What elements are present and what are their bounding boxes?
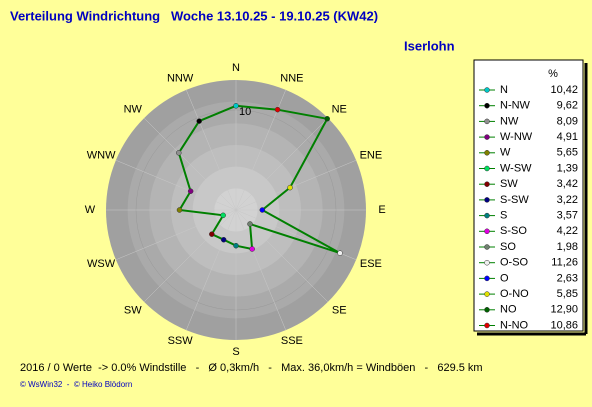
legend-value: 12,90 <box>550 304 578 316</box>
legend-label: O <box>500 272 509 284</box>
direction-label: N <box>232 62 240 74</box>
legend-label: NW <box>500 115 519 127</box>
direction-label: S <box>232 346 239 358</box>
point <box>274 106 281 113</box>
legend-marker <box>484 212 490 219</box>
legend-marker <box>484 134 490 140</box>
point <box>220 212 226 219</box>
direction-label: SE <box>332 304 347 316</box>
point <box>287 184 293 191</box>
direction-label: SSE <box>281 335 303 347</box>
legend-value: 10,86 <box>550 319 578 331</box>
spoke <box>235 117 329 211</box>
spoke <box>115 209 237 260</box>
credit: © WsWin32 - © Heiko Blödorn <box>20 380 132 389</box>
legend-label: W-SW <box>500 162 532 174</box>
legend-value: 5,85 <box>557 288 578 300</box>
legend-value: 3,42 <box>557 178 578 190</box>
legend-label: N-NO <box>500 319 529 331</box>
spoke <box>235 209 286 331</box>
point <box>209 231 215 237</box>
legend-marker <box>484 291 490 297</box>
point <box>259 207 266 213</box>
legend-marker <box>484 87 490 93</box>
legend-marker <box>484 228 490 235</box>
legend-label: S <box>500 210 507 222</box>
direction-label: SW <box>124 304 142 316</box>
legend-value: 8,09 <box>557 115 578 127</box>
legend-label: W <box>500 147 511 159</box>
point <box>247 221 253 227</box>
legend-label: SW <box>500 178 518 190</box>
point <box>176 207 183 213</box>
legend-marker <box>484 102 490 109</box>
spoke <box>186 209 237 331</box>
legend-marker <box>484 307 490 313</box>
direction-label: E <box>378 204 385 216</box>
legend-marker <box>484 181 490 187</box>
point <box>249 246 255 252</box>
legend-marker <box>484 275 490 282</box>
legend-marker <box>484 118 490 125</box>
legend-label: O-NO <box>500 288 529 300</box>
legend-value: 4,22 <box>557 225 578 237</box>
direction-label: NW <box>124 103 143 115</box>
legend-label: N <box>500 84 508 96</box>
legend-marker <box>484 165 490 172</box>
legend-value: 1,98 <box>557 241 578 253</box>
legend-value: 9,62 <box>557 100 578 112</box>
legend-marker <box>484 259 490 266</box>
legend-value: 4,91 <box>557 131 578 143</box>
legend-value: 10,42 <box>550 84 578 96</box>
legend-value: 3,22 <box>557 194 578 206</box>
legend-value: 2,63 <box>557 272 578 284</box>
legend-label: SO <box>500 241 516 253</box>
spoke <box>143 209 237 303</box>
legend-label: N-NW <box>500 100 531 112</box>
legend-label: O-SO <box>500 257 529 269</box>
legend-box <box>473 59 584 332</box>
point <box>324 116 330 122</box>
legend-marker <box>484 150 490 156</box>
legend-label: W-NW <box>500 131 533 143</box>
legend-marker <box>484 197 490 203</box>
r-tick-label: 10 <box>239 106 251 118</box>
legend-label: S-SO <box>500 225 527 237</box>
point <box>233 242 239 249</box>
spoke <box>186 89 237 211</box>
location: Iserlohn <box>404 38 455 53</box>
legend-value: 11,26 <box>551 257 578 269</box>
point <box>220 236 227 243</box>
footer: 2016 / 0 Werte -> 0.0% Windstille - Ø 0,… <box>20 362 483 374</box>
direction-label: ENE <box>360 150 383 162</box>
legend-marker <box>484 244 490 250</box>
legend-value: 5,65 <box>557 147 578 159</box>
chart-title: Verteilung Windrichtung Woche 13.10.25 -… <box>10 8 378 23</box>
legend-label: S-SW <box>500 194 529 206</box>
direction-label: NNE <box>280 73 303 85</box>
point <box>196 118 202 124</box>
direction-label: NE <box>332 103 347 115</box>
direction-label: W <box>85 204 96 216</box>
legend-value: 1,39 <box>557 162 578 174</box>
direction-label: ESE <box>360 258 382 270</box>
legend-marker <box>484 322 490 329</box>
point <box>233 103 239 109</box>
spoke <box>115 160 237 211</box>
legend-value: 3,57 <box>557 210 578 222</box>
spoke <box>235 160 357 211</box>
spoke <box>143 117 237 211</box>
legend-label: NO <box>500 304 517 316</box>
direction-label: NNW <box>167 73 194 85</box>
point <box>176 150 182 156</box>
point <box>187 188 194 194</box>
point <box>337 250 343 256</box>
direction-label: WNW <box>87 150 116 162</box>
direction-label: WSW <box>87 258 116 270</box>
direction-label: SSW <box>168 335 194 347</box>
legend-unit: % <box>548 68 558 80</box>
